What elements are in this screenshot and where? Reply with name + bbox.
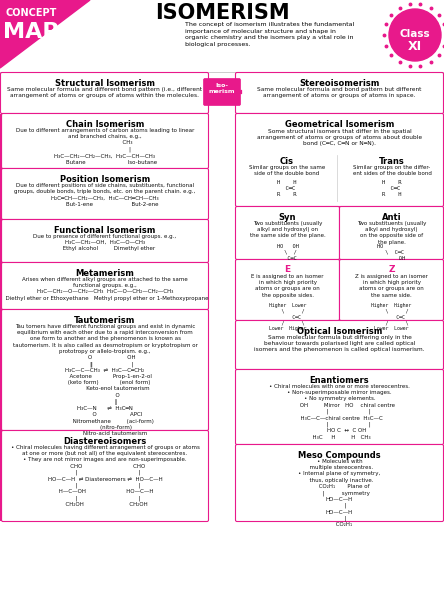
- Text: The concept of isomerism illustrates the fundamental
importance of molecular str: The concept of isomerism illustrates the…: [185, 22, 354, 47]
- Text: E: E: [285, 265, 290, 274]
- Text: MAP: MAP: [3, 22, 59, 42]
- Text: Structural Isomerism: Structural Isomerism: [55, 79, 155, 88]
- Text: Some structural isomers that differ in the spatial
arrangement of atoms or group: Some structural isomers that differ in t…: [257, 129, 422, 146]
- Text: Higher  Lower
    \      /
      C═C
    /      \
Lower  Higher: Higher Lower \ / C═C / \ Lower Higher: [269, 303, 306, 331]
- FancyBboxPatch shape: [235, 113, 444, 206]
- FancyBboxPatch shape: [235, 259, 340, 320]
- Text: • Chiral molecules with one or more stereocentres.
• Non-superimposable mirror i: • Chiral molecules with one or more ster…: [269, 384, 410, 440]
- FancyBboxPatch shape: [0, 73, 209, 113]
- Text: Similar groups on the differ-
ent sides of the double bond: Similar groups on the differ- ent sides …: [353, 165, 432, 176]
- Text: HO       
  \  C═C
       OH: HO \ C═C OH: [377, 244, 405, 260]
- Circle shape: [389, 9, 441, 61]
- Text: Higher  Higher
    \      /
      C═C
    /      \
Lower  Lower: Higher Higher \ / C═C / \ Lower Lower: [371, 303, 412, 331]
- Text: Due to different arrangements of carbon atoms leading to linear
and branched cha: Due to different arrangements of carbon …: [16, 128, 194, 164]
- FancyBboxPatch shape: [1, 263, 209, 310]
- Text: Class: Class: [400, 29, 430, 39]
- Text: Two substituents (usually
alkyl and hydroxyl)
on the opposite side of
the plane.: Two substituents (usually alkyl and hydr…: [357, 221, 426, 245]
- FancyBboxPatch shape: [203, 79, 241, 106]
- Text: XI: XI: [408, 40, 422, 53]
- Text: H    R
  C═C
R    H: H R C═C R H: [382, 180, 402, 197]
- FancyBboxPatch shape: [1, 113, 209, 169]
- FancyBboxPatch shape: [235, 73, 444, 113]
- Text: Syn: Syn: [279, 213, 296, 222]
- Text: Optical Isomerism: Optical Isomerism: [297, 327, 382, 336]
- Text: E is assigned to an isomer
in which high priority
atoms or groups are on
the opp: E is assigned to an isomer in which high…: [251, 274, 324, 298]
- FancyBboxPatch shape: [1, 220, 209, 263]
- Text: • Chiral molecules having different arrangement of groups or atoms
at one or mor: • Chiral molecules having different arra…: [11, 445, 199, 508]
- Text: Due to presence of different functional groups. e.g.,
H₃C—CH₂—OH,  H₃C—O—CH₃
   : Due to presence of different functional …: [33, 234, 177, 251]
- Text: ISOMERISM: ISOMERISM: [155, 3, 289, 23]
- Text: Z: Z: [388, 265, 395, 274]
- Text: Cis: Cis: [280, 157, 294, 166]
- FancyBboxPatch shape: [1, 310, 209, 431]
- Text: Stereoisomerism: Stereoisomerism: [299, 79, 380, 88]
- Text: Iso-
merism: Iso- merism: [209, 83, 235, 94]
- Text: Position Isomerism: Position Isomerism: [60, 175, 150, 184]
- FancyBboxPatch shape: [235, 445, 444, 521]
- FancyBboxPatch shape: [235, 370, 444, 445]
- Text: Trans: Trans: [379, 157, 405, 166]
- FancyBboxPatch shape: [1, 169, 209, 220]
- Text: Arises when different alkyl groups are attached to the same
functional groups. e: Arises when different alkyl groups are a…: [2, 277, 208, 301]
- Text: Due to different positions of side chains, substituents, functional
groups, doub: Due to different positions of side chain…: [14, 183, 196, 206]
- Text: Geometrical Isomerism: Geometrical Isomerism: [285, 120, 394, 129]
- Text: Same molecular formula but differing only in the
behaviour towards polarised lig: Same molecular formula but differing onl…: [254, 335, 425, 352]
- FancyBboxPatch shape: [340, 206, 444, 259]
- Text: CONCEPT: CONCEPT: [5, 8, 56, 18]
- Text: Z is assigned to an isomer
in which high priority
atoms or groups are on
the sam: Z is assigned to an isomer in which high…: [355, 274, 428, 298]
- Text: Same molecular formula and different bond pattern (i.e., different
arrangement o: Same molecular formula and different bon…: [7, 87, 202, 98]
- Text: Two substituents (usually
alkyl and hydroxyl) on
the same side of the plane.: Two substituents (usually alkyl and hydr…: [250, 221, 325, 238]
- Text: HO   OH
  \  /
   C═C: HO OH \ / C═C: [277, 244, 298, 260]
- Text: Chain Isomerism: Chain Isomerism: [66, 120, 144, 129]
- Text: Metamerism: Metamerism: [75, 269, 135, 278]
- Text: Diastereoisomers: Diastereoisomers: [63, 437, 147, 446]
- FancyBboxPatch shape: [235, 320, 444, 370]
- Text: Anti: Anti: [382, 213, 401, 222]
- Text: Same molecular formula and bond pattern but different
arrangement of atoms or gr: Same molecular formula and bond pattern …: [258, 87, 422, 98]
- Text: Functional Isomerism: Functional Isomerism: [54, 226, 156, 235]
- Text: Enantiomers: Enantiomers: [309, 376, 369, 385]
- Text: H    H
  C═C
R    R: H H C═C R R: [277, 180, 297, 197]
- FancyBboxPatch shape: [340, 259, 444, 320]
- Text: Tau tomers have different functional groups and exist in dynamic
equilibrium wit: Tau tomers have different functional gro…: [12, 324, 198, 436]
- Text: Meso Compounds: Meso Compounds: [298, 451, 381, 460]
- Text: Similar groups on the same
side of the double bond: Similar groups on the same side of the d…: [249, 165, 325, 176]
- FancyBboxPatch shape: [1, 431, 209, 521]
- Polygon shape: [0, 0, 90, 68]
- Text: • Molecules with
  multiple stereocentres.
• Internal plane of symmetry,
  thus,: • Molecules with multiple stereocentres.…: [298, 459, 381, 527]
- FancyBboxPatch shape: [235, 206, 340, 259]
- Text: Tautomerism: Tautomerism: [74, 316, 136, 325]
